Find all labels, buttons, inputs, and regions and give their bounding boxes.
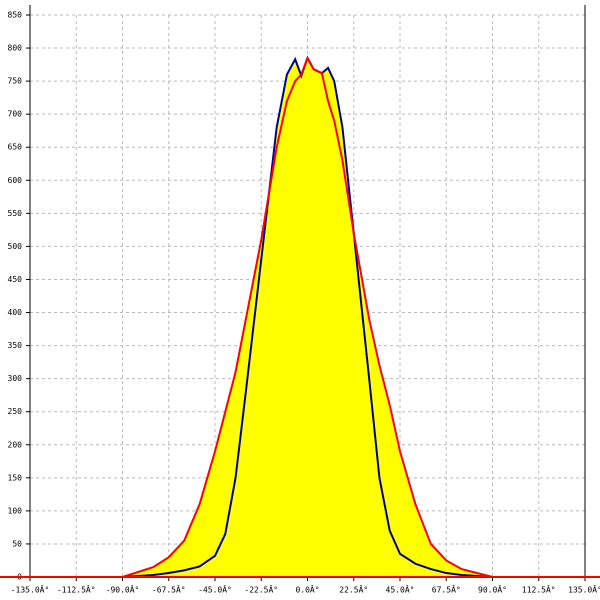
y-tick-label: 400	[8, 308, 23, 317]
y-tick-label: 50	[12, 539, 22, 548]
y-tick-label: 100	[8, 506, 23, 515]
x-tick-label: -67.5Â°	[152, 584, 186, 595]
x-tick-label: 112.5Â°	[522, 584, 556, 595]
y-tick-label: 250	[8, 407, 23, 416]
y-tick-label: 150	[8, 473, 23, 482]
y-tick-label: 350	[8, 341, 23, 350]
y-tick-label: 600	[8, 176, 23, 185]
x-tick-label: 22.5Â°	[339, 584, 368, 595]
x-tick-label: -22.5Â°	[244, 584, 278, 595]
x-tick-label: 135.0Â°	[568, 584, 600, 595]
y-tick-label: 500	[8, 242, 23, 251]
y-tick-label: 700	[8, 110, 23, 119]
y-tick-label: 200	[8, 440, 23, 449]
x-tick-label: 67.5Â°	[432, 584, 461, 595]
y-tick-label: 650	[8, 143, 23, 152]
y-tick-label: 300	[8, 374, 23, 383]
y-tick-label: 550	[8, 209, 23, 218]
y-tick-label: 850	[8, 11, 23, 20]
y-tick-label: 450	[8, 275, 23, 284]
line	[122, 55, 493, 578]
x-tick-label: -90.0Â°	[106, 584, 140, 595]
x-tick-label: -45.0Â°	[198, 584, 232, 595]
y-tick-label: 800	[8, 44, 23, 53]
area	[122, 57, 493, 578]
x-tick-label: 45.0Â°	[386, 584, 415, 595]
y-tick-label: 750	[8, 77, 23, 86]
x-tick-label: -135.0Â°	[11, 584, 50, 595]
x-tick-label: -112.5Â°	[57, 584, 96, 595]
x-tick-label: 0.0Â°	[295, 584, 319, 595]
x-tick-label: 90.0Â°	[478, 584, 507, 595]
